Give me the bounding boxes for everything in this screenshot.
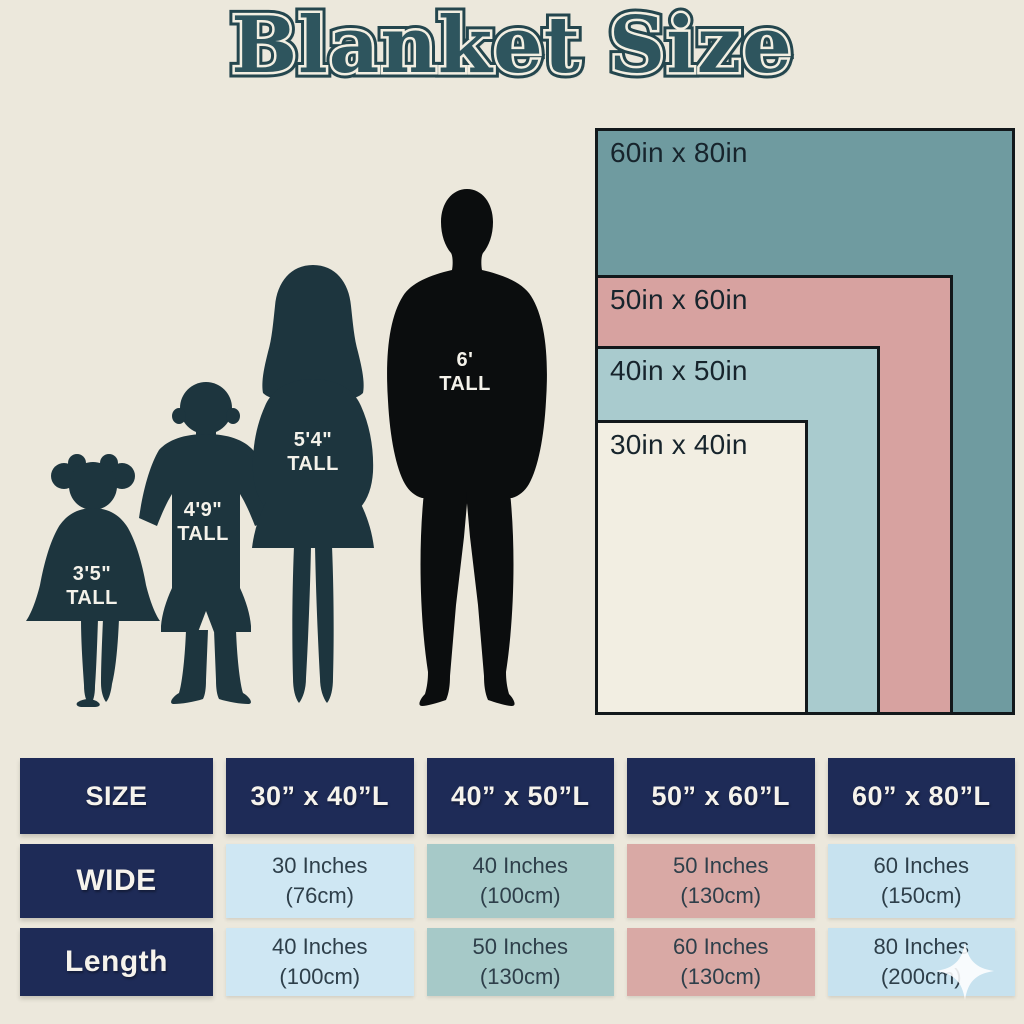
table-rowlabel-wide: WIDE: [20, 844, 213, 918]
table-cell-wide-60: 60 Inches (150cm): [827, 844, 1015, 918]
girl-height-tall: TALL: [66, 587, 118, 609]
table-rowlabel-length: Length: [20, 928, 213, 996]
table-cell-wide-50-inches: 50 Inches: [673, 853, 769, 878]
boy-height-tall: TALL: [177, 523, 229, 545]
man-height-tall: TALL: [439, 373, 491, 395]
girl-height-label: 3'5" TALL: [56, 562, 128, 610]
man-height-value: 6': [456, 349, 474, 371]
girl-height-value: 3'5": [72, 563, 112, 585]
man-silhouette-icon: [387, 189, 547, 706]
height-comparison-figures: [26, 189, 547, 707]
table-header-size: SIZE: [20, 758, 213, 834]
table-cell-length-50-cm: (130cm): [479, 964, 561, 989]
table-cell-wide-50-cm: (130cm): [680, 883, 762, 908]
table-cell-length-80: 80 Inches (200cm): [827, 928, 1015, 996]
table-cell-length-60: 60 Inches (130cm): [627, 928, 815, 996]
table-cell-wide-30: 30 Inches (76cm): [226, 844, 414, 918]
table-cell-wide-60-inches: 60 Inches: [873, 853, 969, 878]
table-cell-length-40-inches: 40 Inches: [272, 934, 368, 959]
table-cell-length-50: 50 Inches (130cm): [426, 928, 614, 996]
boy-silhouette-icon: [139, 382, 273, 704]
table-header-50x60: 50” x 60”L: [627, 758, 815, 834]
page-title-outline: Blanket Size: [226, 0, 798, 97]
page-title-inline: Blanket Size: [229, 0, 795, 94]
table-cell-length-50-inches: 50 Inches: [472, 934, 568, 959]
table-header-40x50: 40” x 50”L: [426, 758, 614, 834]
woman-height-tall: TALL: [287, 453, 339, 475]
man-height-label: 6' TALL: [429, 348, 501, 396]
woman-height-label: 5'4" TALL: [277, 428, 349, 476]
table-cell-wide-50: 50 Inches (130cm): [627, 844, 815, 918]
table-cell-wide-40-inches: 40 Inches: [472, 853, 568, 878]
boy-height-value: 4'9": [183, 499, 223, 521]
table-cell-wide-40-cm: (100cm): [479, 883, 561, 908]
boy-height-label: 4'9" TALL: [167, 498, 239, 546]
blanket-rect-30x40: 30in x 40in: [595, 420, 808, 715]
girl-silhouette-icon: [26, 454, 160, 707]
table-header-60x80: 60” x 80”L: [827, 758, 1015, 834]
table-cell-length-60-cm: (130cm): [680, 964, 762, 989]
table-cell-wide-60-cm: (150cm): [880, 883, 962, 908]
table-header-30x40: 30” x 40”L: [226, 758, 414, 834]
table-cell-length-40-cm: (100cm): [279, 964, 361, 989]
table-cell-wide-30-cm: (76cm): [285, 883, 354, 908]
table-cell-wide-30-inches: 30 Inches: [272, 853, 368, 878]
size-table: SIZE 30” x 40”L 40” x 50”L 50” x 60”L 60…: [20, 758, 1015, 996]
woman-silhouette-icon: [252, 265, 374, 703]
blanket-rect-30x40-label: 30in x 40in: [610, 429, 748, 460]
blanket-rect-60x80-label: 60in x 80in: [610, 137, 748, 168]
woman-height-value: 5'4": [293, 429, 333, 451]
table-cell-length-40: 40 Inches (100cm): [226, 928, 414, 996]
blanket-rect-40x50-label: 40in x 50in: [610, 355, 748, 386]
blanket-rect-50x60-label: 50in x 60in: [610, 284, 748, 315]
sparkle-icon: [936, 942, 994, 1000]
table-cell-wide-40: 40 Inches (100cm): [426, 844, 614, 918]
table-cell-length-80-inches: 80 Inches: [873, 934, 969, 959]
page-title: Blanket Size Blanket Size Blanket Size: [0, 0, 1024, 104]
page-title-text: Blanket Size: [231, 0, 793, 91]
table-cell-length-60-inches: 60 Inches: [673, 934, 769, 959]
